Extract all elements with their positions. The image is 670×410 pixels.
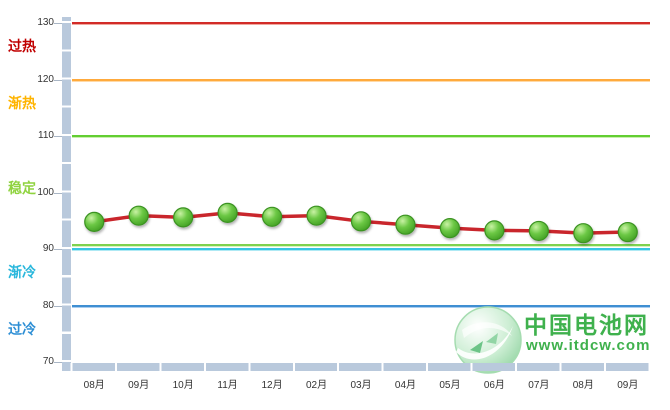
x-axis-bar [62, 363, 650, 371]
month-label: 12月 [261, 380, 283, 391]
data-point [128, 205, 149, 226]
threshold-line [72, 78, 650, 82]
data-point [439, 217, 461, 239]
y-tick-label: 110 [38, 130, 54, 141]
data-point [573, 223, 594, 244]
month-label: 05月 [439, 380, 461, 391]
data-point [350, 211, 372, 232]
y-tick-label: 80 [42, 299, 54, 311]
data-line [92, 211, 630, 235]
y-tick-mark [54, 249, 63, 250]
watermark-url: www.itdcw.com [526, 337, 651, 354]
data-point [617, 221, 638, 243]
y-tick-mark [54, 79, 63, 81]
y-tick-label: 70 [42, 356, 54, 367]
zone-label: 渐冷 [8, 264, 36, 281]
zone-label: 过热 [8, 38, 36, 55]
y-tick-label: 120 [37, 73, 54, 85]
month-label: 03月 [350, 380, 372, 391]
globe-logo-icon [454, 306, 522, 374]
month-label: 09月 [128, 380, 150, 391]
data-point [173, 207, 194, 228]
month-label: 07月 [528, 380, 550, 391]
threshold-line [72, 135, 650, 138]
month-label: 08月 [572, 380, 594, 391]
data-point [484, 220, 505, 241]
threshold-line [72, 244, 650, 248]
y-tick-mark [54, 23, 63, 24]
data-point [84, 211, 105, 232]
y-tick-mark [54, 305, 63, 307]
y-tick-label: 130 [37, 17, 54, 28]
month-label: 10月 [172, 380, 194, 391]
threshold-line [72, 304, 650, 308]
data-point [306, 205, 327, 226]
data-point [528, 220, 549, 242]
month-label: 08月 [83, 380, 105, 391]
month-label: 11月 [217, 380, 238, 391]
data-point [261, 206, 283, 227]
month-label: 02月 [305, 380, 328, 391]
data-point [217, 202, 238, 223]
data-point [395, 214, 416, 235]
y-tick-label: 90 [42, 243, 54, 254]
zone-label: 渐热 [8, 94, 36, 111]
month-label: 09月 [617, 380, 639, 391]
y-axis-bar [62, 17, 71, 371]
watermark: 中国电池网 www.itdcw.com [450, 296, 660, 386]
threshold-line [72, 22, 650, 25]
threshold-line [72, 248, 650, 251]
y-tick-label: 100 [37, 186, 54, 198]
zone-label: 过冷 [8, 320, 36, 337]
zone-label: 稳定 [8, 179, 36, 196]
watermark-brand: 中国电池网 [524, 312, 649, 338]
y-tick-mark [54, 192, 63, 194]
y-tick-mark [54, 136, 63, 137]
month-label: 06月 [483, 380, 505, 391]
y-tick-mark [54, 362, 63, 363]
month-label: 04月 [394, 380, 417, 391]
